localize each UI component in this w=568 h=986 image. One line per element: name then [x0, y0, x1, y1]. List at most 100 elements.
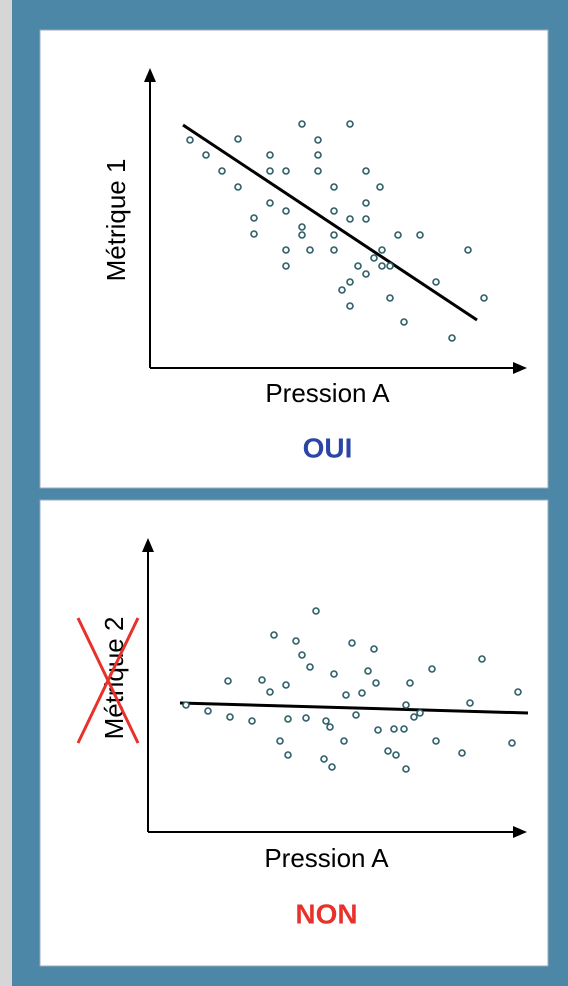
panel	[39, 29, 549, 489]
point	[378, 246, 386, 254]
point	[432, 737, 440, 745]
point	[410, 713, 418, 721]
point	[330, 246, 338, 254]
point	[372, 679, 380, 687]
point	[266, 199, 274, 207]
point	[282, 167, 290, 175]
point	[204, 707, 212, 715]
point	[266, 688, 274, 696]
point	[466, 699, 474, 707]
point	[416, 709, 424, 717]
point	[384, 747, 392, 755]
point	[402, 765, 410, 773]
point	[402, 701, 410, 709]
point	[464, 246, 472, 254]
point	[258, 676, 266, 684]
point	[226, 713, 234, 721]
point	[346, 278, 354, 286]
point	[346, 302, 354, 310]
point	[186, 136, 194, 144]
point	[266, 167, 274, 175]
point	[250, 214, 258, 222]
panel	[39, 499, 549, 967]
point	[298, 223, 306, 231]
verdict: NON	[295, 898, 357, 929]
point	[362, 215, 370, 223]
x-axis-label: Pression A	[265, 378, 390, 408]
point	[306, 246, 314, 254]
point	[448, 334, 456, 342]
point	[312, 607, 320, 615]
point	[394, 231, 402, 239]
point	[234, 183, 242, 191]
point	[406, 679, 414, 687]
point	[370, 254, 378, 262]
point	[282, 681, 290, 689]
point	[364, 667, 372, 675]
point	[182, 701, 190, 709]
point	[284, 715, 292, 723]
point	[358, 689, 366, 697]
trend-line	[179, 701, 529, 715]
trend-line	[182, 123, 478, 322]
point	[386, 294, 394, 302]
point	[284, 751, 292, 759]
point	[514, 688, 522, 696]
point	[298, 120, 306, 128]
point	[248, 717, 256, 725]
point	[348, 639, 356, 647]
point	[250, 230, 258, 238]
point	[330, 207, 338, 215]
point	[376, 183, 384, 191]
point	[400, 725, 408, 733]
point	[338, 286, 346, 294]
point	[314, 167, 322, 175]
cross-out	[76, 617, 140, 744]
point	[282, 246, 290, 254]
point	[276, 737, 284, 745]
point	[202, 151, 210, 159]
point	[352, 711, 360, 719]
point	[320, 755, 328, 763]
point	[354, 262, 362, 270]
point	[362, 270, 370, 278]
verdict: OUI	[303, 432, 353, 463]
point	[270, 631, 278, 639]
y-axis-label: Métrique 2	[99, 617, 129, 740]
point	[386, 262, 394, 270]
point	[266, 151, 274, 159]
y-arrow	[142, 538, 154, 552]
point	[370, 645, 378, 653]
point	[322, 717, 330, 725]
point	[298, 651, 306, 659]
point	[314, 136, 322, 144]
point	[306, 663, 314, 671]
x-arrow	[513, 826, 527, 838]
point	[330, 183, 338, 191]
point	[346, 120, 354, 128]
point	[428, 665, 436, 673]
y-arrow	[144, 68, 156, 82]
point	[330, 670, 338, 678]
point	[298, 231, 306, 239]
point	[346, 215, 354, 223]
point	[432, 278, 440, 286]
point	[328, 763, 336, 771]
point	[478, 655, 486, 663]
x-axis-label: Pression A	[264, 843, 389, 873]
point	[374, 726, 382, 734]
y-axis-label: Métrique 1	[101, 159, 131, 282]
point	[362, 199, 370, 207]
point	[362, 167, 370, 175]
point	[282, 262, 290, 270]
point	[480, 294, 488, 302]
point	[224, 677, 232, 685]
point	[400, 318, 408, 326]
point	[392, 751, 400, 759]
point	[378, 262, 386, 270]
point	[326, 723, 334, 731]
point	[458, 749, 466, 757]
point	[234, 135, 242, 143]
left-edge	[0, 0, 12, 986]
x-arrow	[513, 362, 527, 374]
